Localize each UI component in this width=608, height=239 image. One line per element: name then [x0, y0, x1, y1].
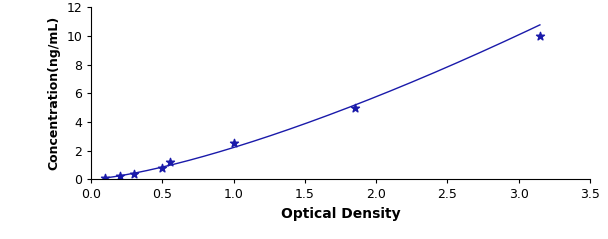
Point: [100, 176, 110, 180]
X-axis label: Optical Density: Optical Density: [281, 207, 400, 221]
Point: [129, 172, 139, 175]
Point: [535, 34, 545, 38]
Y-axis label: Concentration(ng/mL): Concentration(ng/mL): [48, 16, 61, 170]
Point: [229, 141, 238, 145]
Point: [115, 174, 125, 178]
Point: [157, 166, 167, 170]
Point: [350, 106, 359, 109]
Point: [165, 160, 174, 164]
